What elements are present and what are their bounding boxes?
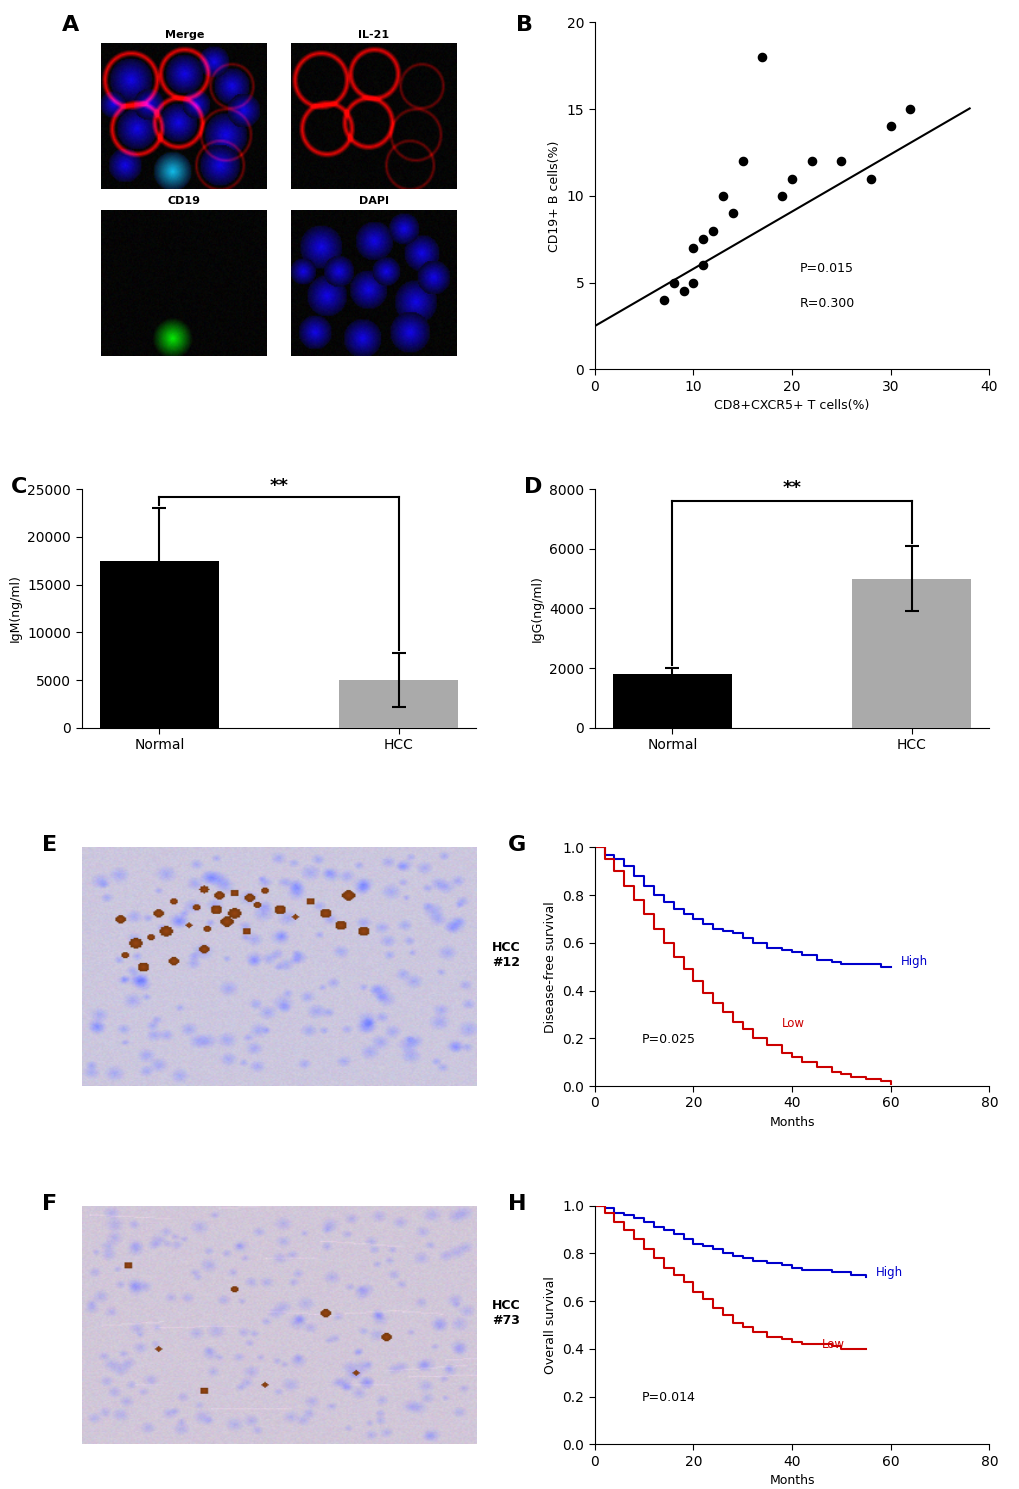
Text: D: D — [523, 476, 541, 497]
Point — [664, 271, 681, 295]
Point — [694, 253, 710, 277]
Bar — [851, 579, 970, 728]
Y-axis label: Disease-free survival: Disease-free survival — [543, 901, 556, 1032]
Bar — [338, 680, 458, 728]
Text: HCC
#73: HCC #73 — [491, 1298, 520, 1327]
Text: P=0.015: P=0.015 — [799, 262, 853, 275]
Point — [754, 45, 770, 68]
X-axis label: Months: Months — [768, 1117, 814, 1129]
Point — [833, 149, 849, 173]
Text: B: B — [516, 15, 532, 36]
Text: A: A — [62, 15, 79, 36]
Text: IL-21: IL-21 — [358, 30, 389, 40]
Text: **: ** — [782, 478, 801, 496]
Text: HCC
#12: HCC #12 — [491, 941, 520, 969]
Text: Low: Low — [821, 1337, 844, 1351]
Text: G: G — [507, 835, 526, 856]
Point — [902, 97, 918, 121]
Bar — [100, 561, 219, 728]
Text: Low: Low — [782, 1017, 804, 1030]
Point — [734, 149, 750, 173]
Text: CD19: CD19 — [167, 197, 201, 207]
Point — [784, 167, 800, 191]
Text: P=0.014: P=0.014 — [641, 1391, 695, 1404]
Point — [675, 280, 691, 304]
Text: C: C — [10, 476, 26, 497]
Point — [773, 185, 790, 208]
Point — [862, 167, 878, 191]
Text: P=0.025: P=0.025 — [641, 1033, 695, 1047]
Y-axis label: Overall survival: Overall survival — [543, 1276, 556, 1374]
Y-axis label: IgG(ng/ml): IgG(ng/ml) — [530, 575, 543, 642]
Y-axis label: CD19+ B cells(%): CD19+ B cells(%) — [547, 140, 560, 252]
Point — [694, 228, 710, 252]
Text: High: High — [900, 956, 927, 968]
Y-axis label: IgM(ng/ml): IgM(ng/ml) — [9, 575, 21, 642]
Text: High: High — [875, 1266, 902, 1279]
Point — [723, 201, 740, 225]
Point — [704, 219, 720, 243]
Text: H: H — [507, 1194, 526, 1214]
X-axis label: Months: Months — [768, 1474, 814, 1488]
Point — [881, 115, 898, 138]
X-axis label: CD8+CXCR5+ T cells(%): CD8+CXCR5+ T cells(%) — [713, 399, 869, 412]
Point — [655, 289, 672, 313]
Point — [803, 149, 819, 173]
Text: DAPI: DAPI — [359, 197, 388, 207]
Point — [685, 271, 701, 295]
Bar — [612, 675, 732, 728]
Point — [714, 185, 731, 208]
Text: F: F — [42, 1194, 57, 1214]
Text: E: E — [42, 835, 57, 856]
Point — [685, 237, 701, 261]
Text: **: ** — [269, 476, 288, 494]
Text: Merge: Merge — [164, 30, 204, 40]
Text: R=0.300: R=0.300 — [799, 296, 854, 310]
